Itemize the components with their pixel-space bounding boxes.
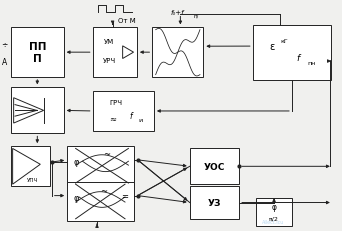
Polygon shape — [123, 47, 133, 59]
Text: f₀+f: f₀+f — [171, 10, 185, 16]
FancyBboxPatch shape — [152, 28, 203, 78]
Text: φ: φ — [73, 193, 79, 202]
Text: ~: ~ — [100, 186, 107, 195]
Text: УМ: УМ — [104, 39, 115, 45]
Text: УРЧ: УРЧ — [103, 57, 116, 63]
Text: УОС: УОС — [204, 162, 225, 171]
Text: φ: φ — [73, 158, 79, 167]
Text: ГРЧ: ГРЧ — [109, 100, 122, 106]
FancyBboxPatch shape — [93, 28, 137, 78]
Text: ПП
П: ПП П — [29, 42, 46, 64]
Text: кГ: кГ — [280, 39, 288, 44]
Text: и: и — [139, 118, 143, 123]
FancyBboxPatch shape — [67, 182, 133, 221]
Text: π/2: π/2 — [269, 216, 279, 221]
Text: УЗ: УЗ — [208, 198, 221, 207]
FancyBboxPatch shape — [93, 91, 154, 132]
Text: УПЧ: УПЧ — [27, 177, 38, 182]
Text: =: = — [121, 191, 128, 200]
Text: От М: От М — [118, 18, 135, 24]
Text: ≈: ≈ — [109, 113, 116, 122]
FancyBboxPatch shape — [11, 88, 64, 134]
Text: ÷: ÷ — [2, 40, 8, 49]
FancyBboxPatch shape — [190, 149, 239, 184]
Text: п/: п/ — [193, 13, 199, 18]
FancyBboxPatch shape — [253, 26, 331, 81]
FancyBboxPatch shape — [11, 146, 50, 187]
Polygon shape — [13, 149, 40, 184]
FancyBboxPatch shape — [190, 186, 239, 219]
FancyBboxPatch shape — [256, 198, 292, 226]
Text: ~: ~ — [104, 150, 110, 159]
FancyBboxPatch shape — [11, 28, 64, 78]
Text: А: А — [2, 57, 8, 66]
Text: φ: φ — [272, 203, 277, 211]
Text: пн: пн — [307, 61, 316, 66]
Text: ε: ε — [269, 42, 275, 52]
FancyBboxPatch shape — [67, 146, 133, 185]
Text: Allect.icu: Allect.icu — [262, 219, 284, 224]
Text: f: f — [297, 53, 300, 62]
Text: f: f — [129, 112, 132, 121]
Polygon shape — [14, 98, 44, 124]
